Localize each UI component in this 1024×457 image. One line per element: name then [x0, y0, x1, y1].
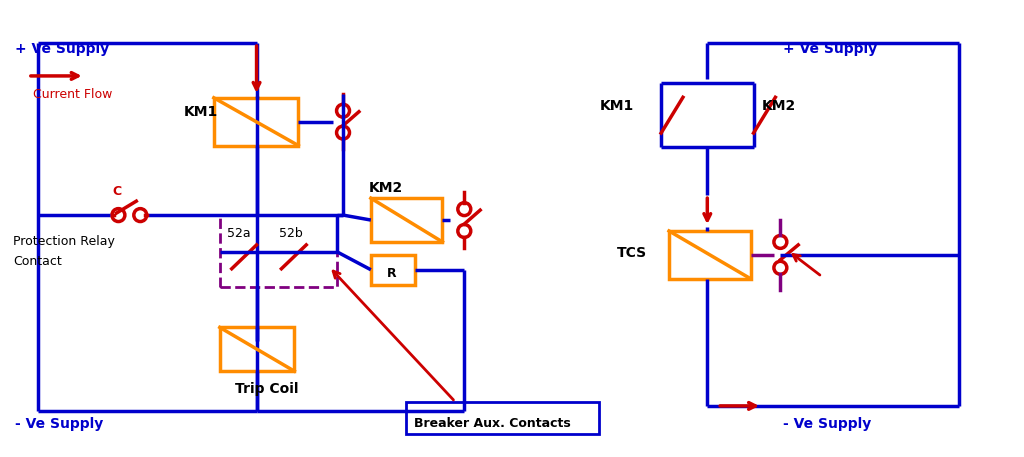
Text: Breaker Aux. Contacts: Breaker Aux. Contacts	[414, 417, 570, 430]
Text: R: R	[387, 267, 396, 280]
Bar	[371, 255, 415, 285]
Bar	[214, 98, 298, 145]
Bar	[220, 327, 294, 371]
Bar	[371, 198, 442, 242]
Bar	[406, 402, 599, 434]
Text: Trip Coil: Trip Coil	[234, 382, 298, 396]
Text: + Ve Supply: + Ve Supply	[783, 42, 878, 56]
Text: Contact: Contact	[13, 255, 61, 268]
Text: Current Flow: Current Flow	[33, 88, 113, 101]
Text: C: C	[113, 185, 122, 198]
Text: KM2: KM2	[762, 99, 796, 113]
Bar	[669, 231, 751, 279]
Text: KM2: KM2	[369, 181, 403, 195]
Text: - Ve Supply: - Ve Supply	[783, 417, 871, 431]
Text: - Ve Supply: - Ve Supply	[15, 417, 103, 431]
Text: + Ve Supply: + Ve Supply	[15, 42, 110, 56]
Text: TCS: TCS	[617, 246, 647, 260]
Text: 52b: 52b	[280, 227, 303, 240]
Text: Protection Relay: Protection Relay	[13, 235, 115, 248]
Text: KM1: KM1	[184, 105, 218, 119]
Text: 52a: 52a	[226, 227, 251, 240]
Text: KM1: KM1	[599, 99, 634, 113]
Bar	[220, 215, 337, 287]
